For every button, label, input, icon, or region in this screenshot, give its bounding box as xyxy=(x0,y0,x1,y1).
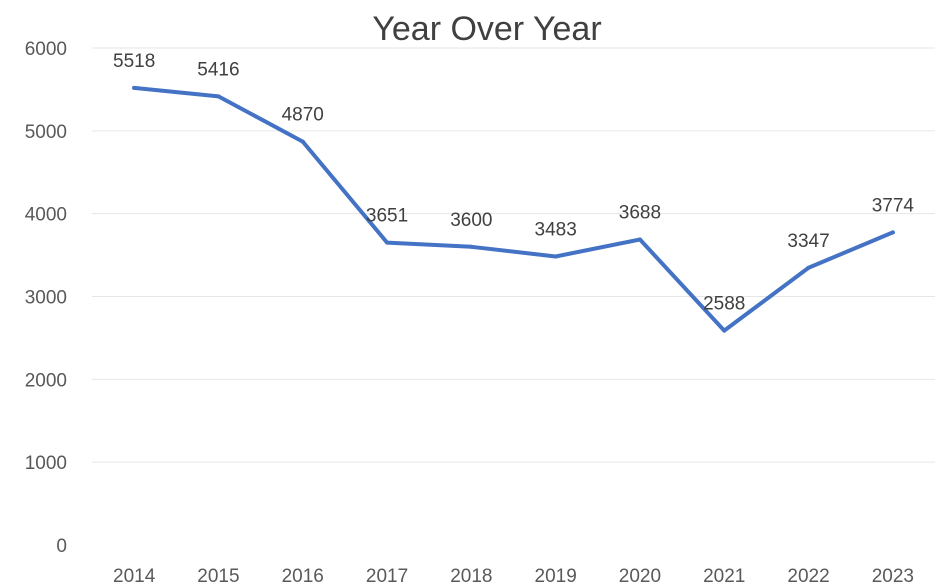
y-tick-label: 2000 xyxy=(25,370,67,391)
x-tick-label: 2022 xyxy=(787,566,829,586)
chart-title: Year Over Year xyxy=(372,10,601,48)
data-point xyxy=(469,244,474,249)
data-point xyxy=(216,94,221,99)
x-tick-label: 2017 xyxy=(366,566,408,586)
y-tick-label: 0 xyxy=(56,536,67,557)
y-tick-label: 4000 xyxy=(25,205,67,226)
x-tick-label: 2023 xyxy=(872,566,914,586)
gridlines xyxy=(92,47,935,463)
x-tick-label: 2016 xyxy=(282,566,324,586)
x-tick-label: 2014 xyxy=(113,566,156,586)
y-tick-label: 6000 xyxy=(25,39,67,60)
data-label: 5416 xyxy=(197,59,239,80)
x-tick-label: 2018 xyxy=(450,566,492,586)
data-point xyxy=(637,237,642,242)
x-tick-label: 2020 xyxy=(619,566,661,586)
y-tick-label: 1000 xyxy=(25,453,67,474)
x-tick-label: 2019 xyxy=(535,566,577,586)
series-line xyxy=(132,85,895,333)
x-tick-label: 2021 xyxy=(703,566,745,586)
series xyxy=(132,85,895,333)
y-axis: 0 1000 2000 3000 4000 5000 6000 xyxy=(25,39,67,557)
data-label: 3600 xyxy=(450,210,492,231)
data-label: 5518 xyxy=(113,51,155,72)
x-axis: 2014 2015 2016 2017 2018 2019 2020 2021 2022 2023 xyxy=(113,566,914,586)
data-point xyxy=(722,328,727,333)
data-labels: 5518 5416 4870 3651 3600 3483 3688 2588 3347 3774 xyxy=(113,51,914,315)
y-tick-label: 3000 xyxy=(25,288,67,309)
data-point xyxy=(385,240,390,245)
data-label: 3688 xyxy=(619,203,661,224)
data-point xyxy=(132,85,137,90)
data-point xyxy=(300,139,305,144)
data-label: 3651 xyxy=(366,206,408,227)
x-tick-label: 2015 xyxy=(197,566,239,586)
data-point xyxy=(806,265,811,270)
data-label: 3774 xyxy=(872,195,915,216)
data-point xyxy=(890,230,895,235)
data-label: 4870 xyxy=(282,105,324,126)
data-label: 3347 xyxy=(787,231,829,252)
data-label: 3483 xyxy=(535,219,577,240)
y-tick-label: 5000 xyxy=(25,122,67,143)
data-point xyxy=(553,254,558,259)
data-label: 2588 xyxy=(703,294,745,315)
